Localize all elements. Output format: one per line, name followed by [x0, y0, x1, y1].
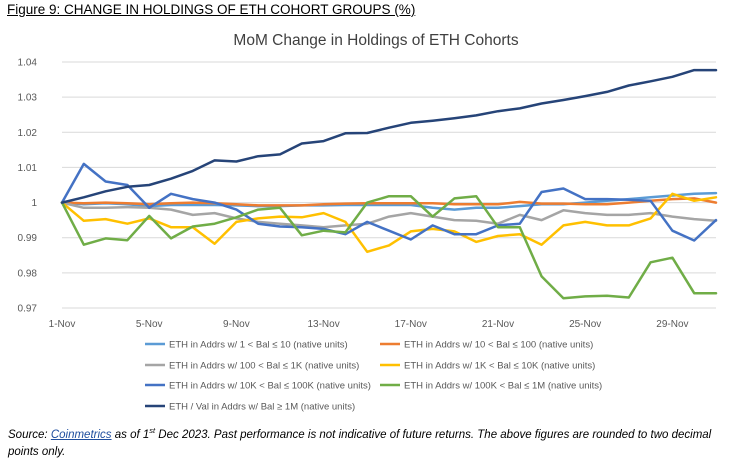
source-mid: as of 1 [111, 428, 150, 441]
y-tick-label: 0.98 [18, 268, 38, 279]
series-lines [60, 68, 718, 300]
x-tick-label: 25-Nov [569, 319, 601, 330]
source-suffix: Dec 2023. Past performance is not indica… [8, 428, 712, 458]
source-prefix: Source: [8, 428, 51, 441]
x-axis-ticks: 1-Nov 5-Nov 9-Nov 13-Nov 17-Nov 21-Nov 25-Nov 2… [49, 319, 689, 330]
x-tick-label: 13-Nov [307, 319, 339, 330]
series-line-2 [60, 197, 718, 207]
source-link[interactable]: Coinmetrics [50, 428, 112, 441]
series-line-1 [60, 191, 718, 211]
legend-label: ETH in Addrs w/ 100K < Bal ≤ 1M (native … [404, 381, 602, 392]
x-tick-label: 1-Nov [49, 319, 76, 330]
y-tick-label: 1.04 [18, 58, 38, 69]
series-line-3 [60, 201, 718, 229]
legend-label: ETH in Addrs w/ 1 < Bal ≤ 10 (native uni… [169, 340, 348, 351]
legend: ETH in Addrs w/ 1 < Bal ≤ 10 (native uni… [145, 340, 602, 413]
series-line-4 [60, 192, 718, 254]
legend-label: ETH in Addrs w/ 10K < Bal ≤ 100K (native… [169, 381, 371, 392]
series-line-7 [60, 68, 718, 204]
y-tick-label: 0.99 [18, 233, 38, 244]
legend-label: ETH in Addrs w/ 1K < Bal ≤ 10K (native u… [404, 361, 595, 372]
series-line-6 [60, 194, 718, 300]
source-sup: st [149, 426, 156, 435]
y-tick-label: 0.97 [18, 304, 38, 315]
legend-item: ETH in Addrs w/ 100 < Bal ≤ 1K (native u… [145, 361, 359, 372]
gridlines [62, 61, 716, 309]
y-axis-ticks: 0.97 0.98 0.99 1 1.01 1.02 1.03 1.04 [18, 58, 38, 315]
legend-label: ETH in Addrs w/ 10 < Bal ≤ 100 (native u… [404, 340, 593, 351]
x-tick-label: 9-Nov [223, 319, 250, 330]
legend-label: ETH / Val in Addrs w/ Bal ≥ 1M (native u… [169, 402, 355, 413]
legend-item: ETH / Val in Addrs w/ Bal ≥ 1M (native u… [145, 402, 355, 413]
chart-title: MoM Change in Holdings of ETH Cohorts [233, 32, 518, 49]
y-tick-label: 1.02 [18, 128, 38, 139]
legend-item: ETH in Addrs w/ 10 < Bal ≤ 100 (native u… [380, 340, 593, 351]
x-tick-label: 21-Nov [482, 319, 514, 330]
legend-item: ETH in Addrs w/ 1K < Bal ≤ 10K (native u… [380, 361, 595, 372]
y-tick-label: 1 [31, 198, 37, 209]
y-tick-label: 1.01 [18, 163, 38, 174]
legend-item: ETH in Addrs w/ 100K < Bal ≤ 1M (native … [380, 381, 602, 392]
figure-title: Figure 9: CHANGE IN HOLDINGS OF ETH COHO… [7, 2, 416, 17]
legend-item: ETH in Addrs w/ 10K < Bal ≤ 100K (native… [145, 381, 371, 392]
legend-label: ETH in Addrs w/ 100 < Bal ≤ 1K (native u… [169, 361, 359, 372]
x-tick-label: 5-Nov [136, 319, 163, 330]
x-tick-label: 29-Nov [656, 319, 688, 330]
x-tick-label: 17-Nov [395, 319, 427, 330]
legend-item: ETH in Addrs w/ 1 < Bal ≤ 10 (native uni… [145, 340, 348, 351]
series-line-5 [60, 162, 718, 242]
source-note: Source: Coinmetrics as of 1st Dec 2023. … [8, 422, 738, 461]
y-tick-label: 1.03 [18, 93, 38, 104]
